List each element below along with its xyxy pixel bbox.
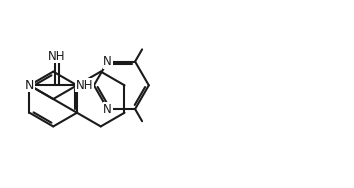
- Text: N: N: [103, 103, 112, 116]
- Text: NH: NH: [76, 79, 93, 92]
- Text: N: N: [25, 79, 34, 92]
- Text: N: N: [103, 55, 112, 68]
- Text: NH: NH: [48, 50, 65, 63]
